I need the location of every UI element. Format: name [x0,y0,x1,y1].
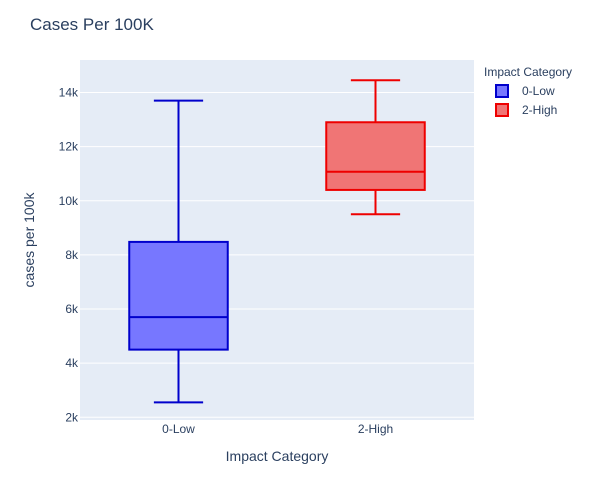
y-tick-label: 14k [59,85,79,99]
box-0-low [128,99,229,404]
x-tick-label: 2-High [358,422,393,436]
x-tick-label: 0-Low [162,422,195,436]
legend-item-2-high[interactable]: 2-High [495,103,557,117]
legend-swatch [495,103,509,117]
legend-title: Impact Category [484,65,572,79]
y-tick-label: 10k [59,194,79,208]
y-axis-ticks: 2k 4k 6k 8k 10k 12k 14k [59,85,79,424]
legend: Impact Category 0-Low 2-High [484,65,572,117]
y-tick-label: 6k [65,302,79,316]
y-axis-title: cases per 100k [21,192,37,288]
y-tick-label: 2k [65,410,79,424]
chart-title: Cases Per 100K [30,15,154,34]
box-2-high [325,79,426,216]
iqr-box [325,121,426,191]
legend-item-0-low[interactable]: 0-Low [495,84,555,98]
legend-label: 2-High [522,103,557,117]
box-series [128,79,426,404]
legend-label: 0-Low [522,84,555,98]
y-tick-label: 4k [65,356,79,370]
y-tick-label: 12k [59,140,79,154]
plot-area [80,60,474,420]
x-axis-title: Impact Category [226,448,329,464]
iqr-box [128,240,229,351]
legend-swatch [495,84,509,98]
y-tick-label: 8k [65,248,79,262]
x-axis-ticks: 0-Low 2-High [162,422,393,436]
